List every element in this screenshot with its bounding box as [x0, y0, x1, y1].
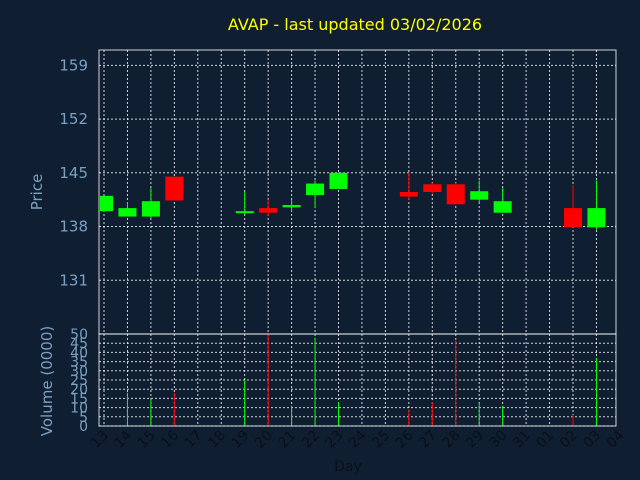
x-tick-label: 13 — [88, 428, 112, 452]
candle-body — [329, 172, 348, 189]
x-tick-label: 28 — [440, 428, 464, 452]
candle-body — [423, 184, 442, 192]
candle — [141, 188, 160, 219]
volume-tick-label: 35 — [70, 355, 88, 371]
candle — [564, 185, 582, 228]
candle-body — [259, 208, 278, 213]
candle-body — [564, 208, 582, 228]
x-tick-label: 21 — [276, 428, 300, 452]
candle-body — [118, 208, 137, 217]
candle-body — [282, 205, 301, 208]
x-axis-ticks: 13 14 15 16 17 18 19 20 21 22 23 24 25 26 27 28 29 30 31 01… — [88, 427, 628, 451]
volume-bars — [126, 334, 597, 426]
candle — [165, 176, 184, 201]
volume-axis-label: Volume (0000) — [38, 326, 56, 436]
volume-tick-label: 40 — [70, 345, 88, 361]
volume-tick-label: 20 — [70, 382, 88, 398]
x-tick-label: 31 — [510, 428, 534, 452]
x-tick-label: 30 — [487, 428, 511, 452]
volume-tick-label: 25 — [70, 373, 88, 389]
candle-body — [235, 211, 254, 214]
x-tick-label: 27 — [416, 428, 440, 452]
chart-title: AVAP - last updated 03/02/2026 — [228, 15, 482, 34]
candle — [470, 180, 489, 202]
candle-body — [141, 201, 160, 217]
x-tick-label: 14 — [111, 427, 135, 451]
candles — [100, 172, 606, 230]
volume-tick-label: 15 — [70, 391, 88, 407]
volume-tick-label: 50 — [70, 327, 88, 343]
x-tick-label: 19 — [229, 428, 253, 452]
x-tick-label: 24 — [346, 427, 370, 451]
candle-body — [165, 176, 184, 201]
candle-body — [493, 201, 512, 213]
candle — [399, 172, 418, 200]
price-axis-label: Price — [28, 174, 46, 211]
volume-tick-label: 30 — [70, 364, 88, 380]
x-tick-label: 15 — [135, 428, 159, 452]
price-y-ticks: 131 138 145 152 159 — [59, 56, 88, 289]
price-tick-label: 145 — [59, 164, 88, 182]
price-tick-label: 152 — [59, 110, 88, 128]
candle — [235, 192, 254, 215]
candle — [306, 180, 325, 209]
candle — [259, 199, 278, 216]
candle-body — [306, 183, 325, 196]
candle-body — [100, 195, 113, 212]
volume-tick-label: 0 — [79, 419, 88, 435]
x-axis-label: Day — [334, 459, 362, 475]
volume-tick-label: 5 — [79, 410, 88, 426]
x-tick-label: 23 — [322, 428, 346, 452]
x-tick-label: 18 — [205, 428, 229, 452]
candle — [587, 180, 606, 230]
candle-body — [470, 191, 489, 200]
x-tick-label: 01 — [533, 428, 557, 452]
x-tick-label: 17 — [182, 428, 206, 452]
x-tick-label: 04 — [604, 427, 628, 451]
price-tick-label: 159 — [59, 56, 88, 74]
candle — [282, 199, 301, 212]
x-tick-label: 25 — [369, 428, 393, 452]
volume-tick-label: 10 — [70, 401, 88, 417]
x-tick-label: 16 — [158, 427, 182, 451]
price-panel: 131 138 145 152 159 — [59, 49, 617, 335]
candle — [118, 201, 137, 217]
candle-body — [587, 208, 606, 228]
candle — [493, 188, 512, 213]
volume-gridlines — [99, 333, 616, 427]
price-tick-label: 131 — [59, 271, 88, 289]
x-tick-label: 22 — [299, 428, 323, 452]
candle — [446, 182, 465, 205]
volume-frame — [98, 333, 617, 427]
volume-tick-label: 45 — [70, 336, 88, 352]
price-tick-label: 138 — [59, 218, 88, 236]
x-tick-label: 02 — [557, 428, 581, 452]
x-tick-label: 03 — [580, 428, 604, 452]
candle — [423, 182, 442, 194]
x-tick-label: 26 — [393, 427, 417, 451]
candle — [100, 195, 113, 212]
candle-body — [399, 192, 418, 197]
x-tick-label: 20 — [252, 428, 276, 452]
candle-body — [446, 184, 465, 205]
candle — [329, 172, 348, 189]
x-tick-label: 29 — [463, 428, 487, 452]
